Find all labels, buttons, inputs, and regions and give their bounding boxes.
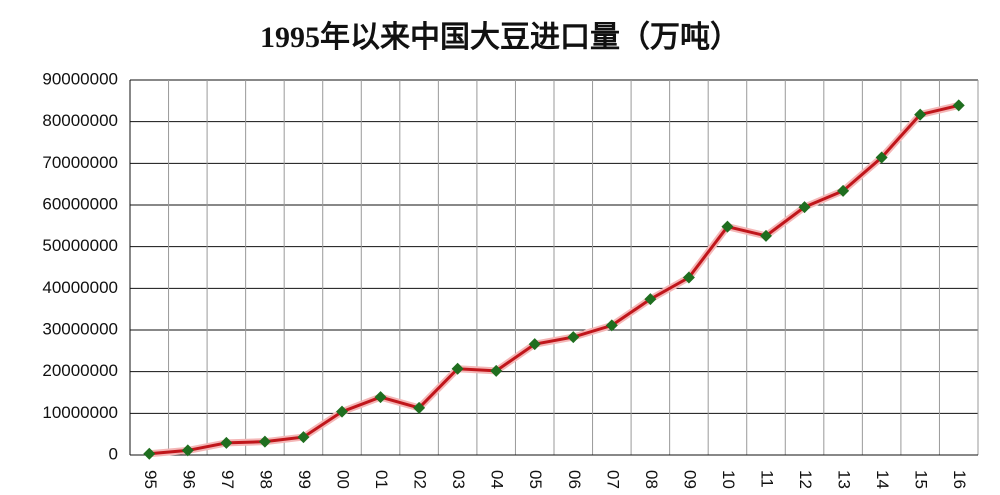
y-tick-label: 60000000 bbox=[42, 194, 118, 213]
marker bbox=[837, 184, 850, 197]
marker bbox=[567, 331, 580, 344]
y-tick-label: 80000000 bbox=[42, 111, 118, 130]
marker bbox=[220, 436, 233, 449]
x-tick-label: 06 bbox=[565, 470, 584, 489]
x-tick-label: 09 bbox=[680, 470, 699, 489]
marker bbox=[798, 201, 811, 214]
marker bbox=[297, 431, 310, 444]
x-tick-label: 08 bbox=[642, 470, 661, 489]
x-tick-label: 02 bbox=[411, 470, 430, 489]
x-tick-label: 13 bbox=[835, 470, 854, 489]
marker bbox=[644, 293, 657, 306]
series-line bbox=[149, 103, 960, 456]
x-tick-label: 00 bbox=[334, 470, 353, 489]
y-tick-label: 40000000 bbox=[42, 278, 118, 297]
y-tick-label: 70000000 bbox=[42, 153, 118, 172]
marker bbox=[374, 391, 387, 404]
marker bbox=[952, 99, 965, 112]
x-tick-label: 97 bbox=[218, 470, 237, 489]
marker bbox=[143, 447, 156, 460]
x-tick-label: 11 bbox=[758, 470, 777, 488]
marker bbox=[451, 362, 464, 375]
x-tick-label: 10 bbox=[719, 470, 738, 489]
x-tick-label: 04 bbox=[488, 470, 507, 489]
marker bbox=[490, 364, 503, 377]
marker bbox=[181, 444, 194, 457]
y-tick-label: 10000000 bbox=[42, 403, 118, 422]
marker bbox=[875, 151, 888, 164]
marker bbox=[258, 435, 271, 448]
y-tick-label: 50000000 bbox=[42, 236, 118, 255]
marker bbox=[760, 229, 772, 242]
x-tick-label: 96 bbox=[179, 470, 198, 489]
x-tick-label: 03 bbox=[449, 470, 468, 489]
marker bbox=[605, 319, 618, 332]
x-tick-label: 15 bbox=[912, 470, 931, 489]
marker bbox=[914, 108, 927, 121]
marker bbox=[413, 401, 426, 414]
marker bbox=[682, 271, 695, 284]
y-tick-label: 20000000 bbox=[42, 361, 118, 380]
marker bbox=[336, 405, 348, 418]
x-tick-label: 01 bbox=[372, 470, 391, 489]
x-tick-label: 07 bbox=[603, 470, 622, 489]
x-tick-label: 05 bbox=[526, 470, 545, 489]
y-tick-label: 0 bbox=[109, 444, 118, 463]
y-tick-label: 90000000 bbox=[42, 69, 118, 88]
x-tick-label: 95 bbox=[141, 470, 160, 489]
x-tick-label: 16 bbox=[950, 470, 969, 489]
chart-title: 1995年以来中国大豆进口量（万吨） bbox=[260, 20, 740, 54]
x-tick-label: 98 bbox=[256, 470, 275, 489]
y-tick-label: 30000000 bbox=[42, 319, 118, 338]
x-tick-label: 14 bbox=[873, 470, 892, 489]
x-tick-label: 99 bbox=[295, 470, 314, 489]
marker bbox=[528, 338, 541, 351]
x-tick-label: 12 bbox=[796, 470, 815, 489]
marker bbox=[721, 220, 734, 233]
